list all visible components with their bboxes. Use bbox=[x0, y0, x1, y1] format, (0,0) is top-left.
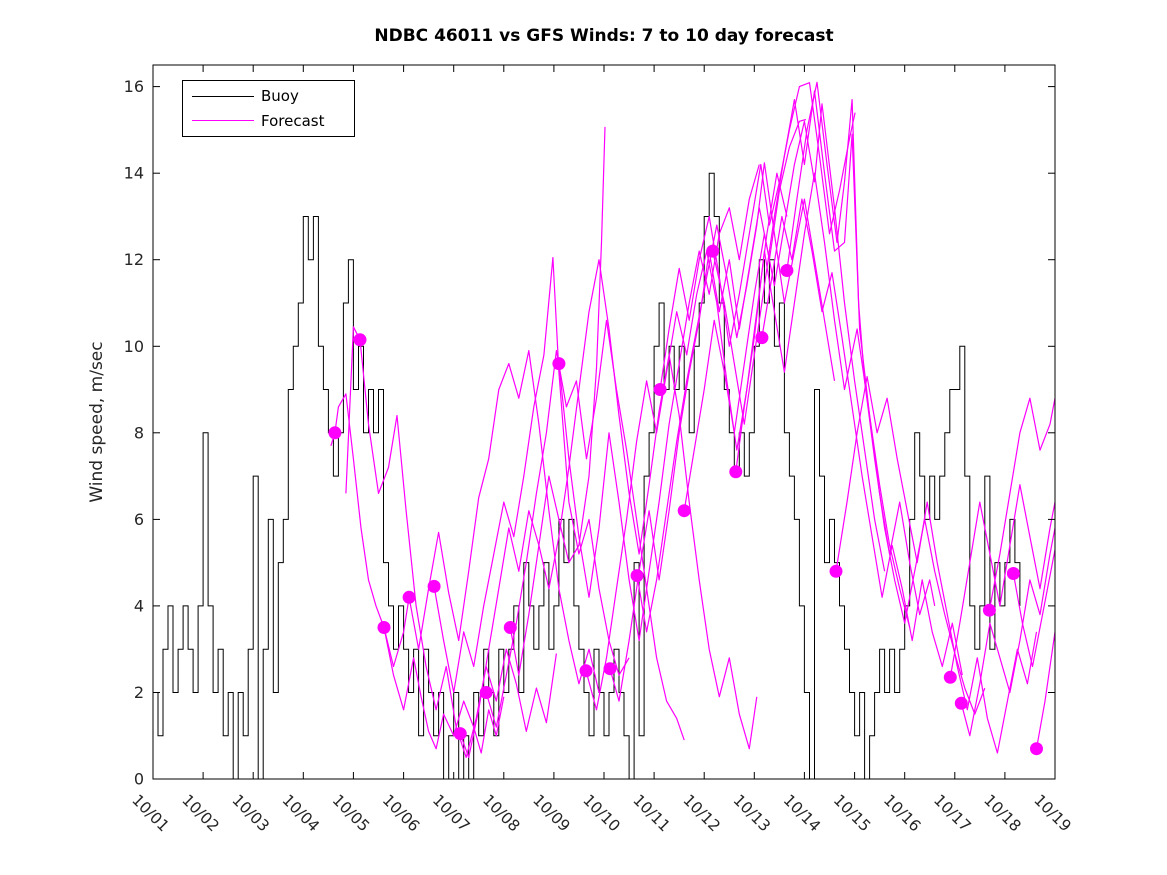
forecast-marker bbox=[479, 686, 493, 699]
forecast-series bbox=[712, 90, 911, 628]
forecast-series bbox=[636, 162, 836, 633]
forecast-marker bbox=[328, 426, 342, 440]
x-tick-label: 10/09 bbox=[529, 791, 573, 835]
forecast-series bbox=[459, 126, 606, 759]
forecast-marker bbox=[579, 664, 593, 678]
forecast-marker bbox=[453, 727, 467, 741]
forecast-marker bbox=[954, 696, 968, 710]
y-tick-label: 10 bbox=[124, 337, 144, 356]
forecast-series bbox=[786, 81, 986, 715]
x-tick-label: 10/12 bbox=[679, 791, 723, 835]
x-tick-label: 10/19 bbox=[1030, 791, 1074, 835]
chart-title: NDBC 46011 vs GFS Winds: 7 to 10 day for… bbox=[374, 26, 834, 46]
forecast-series bbox=[345, 326, 557, 759]
legend-label-buoy: Buoy bbox=[261, 87, 299, 106]
forecast-series bbox=[433, 257, 630, 694]
x-tick-label: 10/08 bbox=[479, 791, 523, 835]
forecast-series bbox=[1035, 631, 1055, 749]
y-tick-label: 16 bbox=[124, 77, 144, 96]
forecast-series bbox=[659, 82, 856, 390]
legend-label-forecast: Forecast bbox=[261, 111, 325, 130]
x-tick-label: 10/15 bbox=[830, 791, 874, 835]
legend: Buoy Forecast bbox=[182, 80, 355, 137]
forecast-series bbox=[485, 319, 685, 741]
tick-marks bbox=[152, 65, 1056, 780]
buoy-series bbox=[153, 172, 1021, 779]
forecast-marker bbox=[729, 465, 743, 479]
forecast-marker bbox=[706, 244, 720, 258]
x-tick-label: 10/01 bbox=[128, 791, 172, 835]
y-tick-label: 4 bbox=[134, 596, 144, 615]
forecast-marker bbox=[653, 383, 667, 396]
forecast-marker bbox=[402, 590, 416, 604]
x-tick-label: 10/13 bbox=[730, 791, 774, 835]
forecast-marker bbox=[427, 579, 441, 593]
x-tick-label: 10/17 bbox=[930, 791, 974, 835]
buoy-line-swatch bbox=[192, 95, 254, 97]
forecast-marker-group bbox=[328, 244, 1043, 756]
forecast-series bbox=[585, 172, 788, 711]
forecast-series bbox=[960, 527, 1055, 737]
forecast-marker bbox=[1006, 567, 1020, 580]
forecast-line-swatch bbox=[192, 120, 254, 122]
x-tick-label: 10/05 bbox=[329, 791, 373, 835]
forecast-marker bbox=[829, 564, 843, 578]
y-tick-label: 2 bbox=[134, 683, 144, 702]
forecast-series bbox=[558, 164, 760, 642]
forecast-marker bbox=[755, 331, 769, 345]
forecast-marker bbox=[780, 264, 794, 277]
x-tick-label: 10/03 bbox=[228, 791, 272, 835]
x-tick-label: 10/06 bbox=[379, 791, 423, 835]
forecast-series bbox=[735, 172, 936, 616]
forecast-marker bbox=[552, 357, 566, 371]
forecast-marker bbox=[1030, 742, 1043, 756]
x-tick-label: 10/11 bbox=[629, 791, 673, 835]
y-tick-label: 14 bbox=[124, 164, 144, 183]
forecast-marker bbox=[353, 333, 367, 347]
x-tick-label: 10/14 bbox=[780, 791, 824, 835]
forecast-series bbox=[330, 393, 505, 754]
x-tick-label: 10/02 bbox=[178, 791, 222, 835]
forecast-series-group bbox=[330, 81, 1055, 759]
y-tick-label: 8 bbox=[134, 423, 144, 442]
legend-entry-buoy: Buoy bbox=[192, 87, 354, 105]
forecast-series bbox=[835, 376, 1038, 754]
forecast-marker bbox=[603, 662, 617, 676]
forecast-series bbox=[509, 259, 758, 750]
forecast-marker bbox=[943, 670, 957, 684]
legend-entry-forecast: Forecast bbox=[192, 112, 354, 130]
forecast-series bbox=[988, 397, 1055, 611]
x-tick-label: 10/10 bbox=[579, 791, 623, 835]
y-tick-label: 0 bbox=[134, 770, 144, 789]
x-tick-label: 10/04 bbox=[279, 791, 323, 835]
x-tick-label: 10/18 bbox=[980, 791, 1024, 835]
y-tick-labels: 0 2 4 6 8 10 12 14 16 bbox=[124, 77, 144, 788]
forecast-series bbox=[949, 484, 1055, 678]
forecast-series bbox=[761, 198, 963, 676]
forecast-series bbox=[1012, 549, 1055, 668]
x-tick-labels: 10/01 10/02 10/03 10/04 10/05 10/06 10/07 10/08… bbox=[128, 791, 1074, 835]
forecast-marker bbox=[982, 603, 996, 617]
forecast-marker bbox=[377, 621, 391, 634]
forecast-marker bbox=[503, 621, 517, 634]
x-tick-label: 10/16 bbox=[880, 791, 924, 835]
y-tick-label: 12 bbox=[124, 250, 144, 269]
series-layer bbox=[153, 81, 1055, 779]
x-tick-label: 10/07 bbox=[429, 791, 473, 835]
forecast-marker bbox=[677, 504, 691, 518]
forecast-marker bbox=[630, 569, 644, 583]
y-tick-label: 6 bbox=[134, 510, 144, 529]
forecast-series bbox=[383, 350, 600, 693]
